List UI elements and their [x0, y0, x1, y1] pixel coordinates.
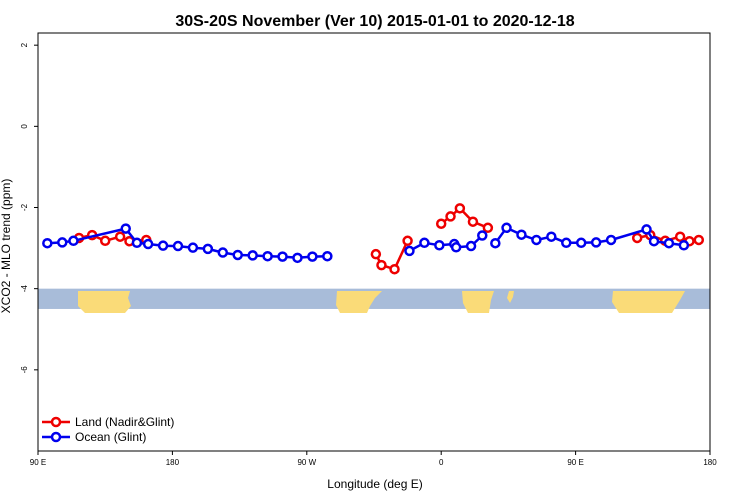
plot-frame [37, 32, 711, 452]
series-1-point-3-1 [501, 222, 512, 234]
series-0-point-2-4 [482, 222, 494, 234]
series-0-point-2-0 [435, 218, 447, 229]
series-0-point-2-1 [445, 211, 456, 222]
y-tick-label-1: 0 [20, 124, 29, 129]
series-1-point-3-5 [561, 237, 572, 249]
series-1-point-1-2 [434, 239, 445, 251]
series-1-point-0-15 [292, 252, 303, 264]
land-mass-1 [78, 291, 131, 313]
series-1-point-0-1 [57, 237, 68, 248]
y-tick-label-4: -6 [20, 366, 29, 374]
series-1-point-0-2 [68, 235, 79, 247]
series-0-point-3-3 [674, 231, 686, 242]
legend: Land (Nadir&Glint)Ocean (Glint) [42, 415, 174, 444]
series-1-point-0-3 [120, 223, 131, 234]
series-0-point-1-2 [389, 263, 400, 275]
x-tick-label-4: 90 E [567, 458, 583, 467]
series-0-point-3-0 [631, 232, 643, 244]
land-mass-2 [336, 291, 382, 313]
series-0-point-0-3 [114, 231, 126, 242]
series-0-line-1 [374, 240, 409, 271]
land-mass-5 [612, 291, 685, 313]
series-1-point-1-1 [419, 237, 430, 249]
series-0-point-0-2 [99, 235, 111, 247]
legend-label-0: Land (Nadir&Glint) [75, 415, 174, 429]
series-1-point-2-1 [465, 240, 477, 252]
x-tick-label-2: 90 W [297, 458, 316, 467]
x-tick-label-1: 180 [166, 458, 180, 467]
y-axis-label: XCO2 - MLO trend (ppm) [0, 179, 13, 314]
series-1-point-0-0 [42, 237, 53, 249]
series-1-point-3-6 [575, 237, 587, 249]
y-tick-label-3: -4 [20, 285, 29, 293]
series-1-point-0-16 [307, 251, 318, 262]
land-mass-4 [507, 291, 514, 303]
series-0-point-1-3 [402, 235, 413, 247]
legend-label-1: Ocean (Glint) [75, 430, 146, 444]
series-1-point-0-12 [247, 250, 258, 261]
series-1-point-0-13 [262, 250, 273, 262]
land-mass-3 [462, 291, 494, 313]
series-1-point-0-14 [277, 251, 288, 262]
series-1-point-3-7 [590, 237, 602, 248]
series-1-point-0-8 [187, 242, 199, 253]
series-0-point-1-0 [370, 248, 382, 260]
x-axis-label: Longitude (deg E) [327, 477, 422, 491]
series-1-point-3-10 [648, 235, 660, 247]
series-1-point-0-11 [232, 249, 243, 261]
series-1-point-3-11 [663, 237, 675, 249]
series-1-line-1 [408, 241, 455, 252]
x-tick-label-5: 180 [703, 458, 717, 467]
series-1-point-3-3 [531, 234, 542, 246]
series-1-point-0-6 [157, 240, 169, 251]
series-1-point-3-2 [516, 229, 527, 240]
series-1-point-0-7 [172, 240, 184, 252]
series-1-point-3-0 [490, 237, 501, 249]
legend-marker-1 [50, 431, 62, 443]
series-0-point-3-5 [693, 234, 705, 246]
x-axis-ticks: 90 E 180 90 W 0 90 E 180 [30, 451, 717, 467]
series-1-point-2-2 [477, 230, 488, 241]
series-1-point-3-8 [605, 234, 617, 246]
series-1-point-3-4 [546, 231, 557, 242]
x-tick-label-0: 90 E [30, 458, 46, 467]
series-layer [42, 203, 705, 275]
series-1-point-0-17 [322, 250, 333, 262]
series-1 [42, 222, 690, 264]
land-ocean-band [38, 288, 710, 313]
series-0 [73, 203, 705, 275]
y-tick-label-0: 2 [20, 42, 29, 47]
series-1-point-0-10 [217, 247, 229, 258]
chart-title: 30S-20S November (Ver 10) 2015-01-01 to … [175, 13, 574, 30]
y-tick-label-2: -2 [20, 203, 29, 211]
series-1-point-1-0 [404, 245, 415, 257]
y-axis-ticks: 2 0 -2 -4 -6 [20, 42, 38, 373]
series-0-point-2-3 [467, 216, 479, 227]
x-tick-label-3: 0 [439, 458, 444, 467]
series-0-point-2-2 [454, 203, 466, 214]
series-1-point-3-12 [678, 239, 690, 251]
series-1-point-0-5 [142, 238, 154, 250]
series-1-point-0-4 [131, 237, 143, 249]
series-1-point-3-9 [641, 224, 652, 235]
series-0-point-1-1 [376, 259, 387, 271]
series-1-point-0-9 [202, 243, 214, 255]
series-1-point-2-0 [450, 242, 462, 253]
legend-marker-0 [50, 416, 62, 428]
